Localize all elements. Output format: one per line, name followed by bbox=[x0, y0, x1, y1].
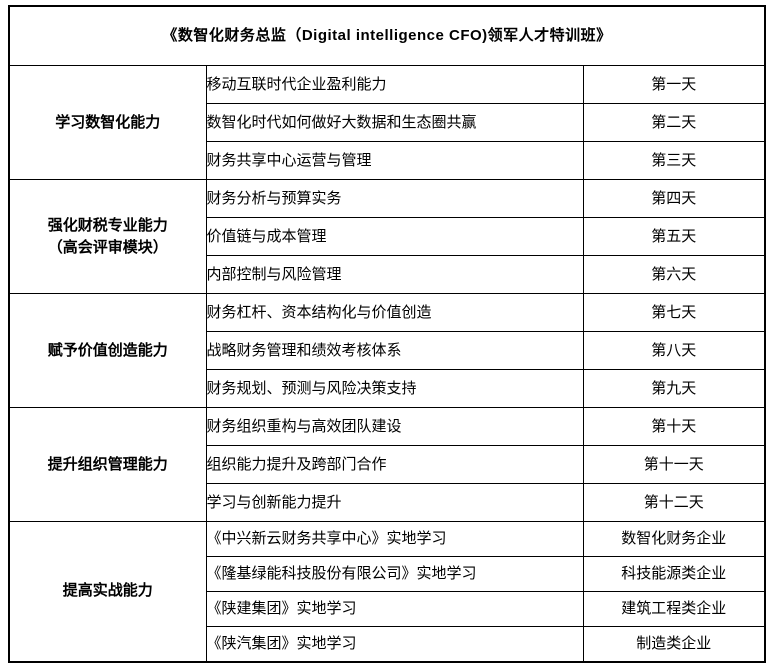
course-cell: 战略财务管理和绩效考核体系 bbox=[205, 331, 584, 370]
course-cell: 《隆基绿能科技股份有限公司》实地学习 bbox=[205, 556, 584, 592]
category-cell: 提升组织管理能力 bbox=[8, 407, 207, 522]
table-row: 内部控制与风险管理 第六天 bbox=[9, 255, 766, 294]
category-cell: 提高实战能力 bbox=[8, 521, 207, 662]
course-cell: 学习与创新能力提升 bbox=[205, 483, 584, 522]
day-cell: 第五天 bbox=[582, 217, 766, 256]
course-cell: 内部控制与风险管理 bbox=[205, 255, 584, 294]
table-row: 学习数智化能力 移动互联时代企业盈利能力 第一天 bbox=[8, 65, 766, 180]
table-row: 强化财税专业能力 （高会评审模块） 财务分析与预算实务 第四天 bbox=[8, 179, 766, 294]
day-cell: 第八天 bbox=[582, 331, 766, 370]
category-cell: 学习数智化能力 bbox=[8, 65, 207, 180]
table-row: 《隆基绿能科技股份有限公司》实地学习 科技能源类企业 bbox=[9, 556, 766, 592]
course-table: 《数智化财务总监（Digital intelligence CFO)领军人才特训… bbox=[8, 5, 766, 663]
day-cell: 第一天 bbox=[582, 65, 766, 104]
course-cell: 财务规划、预测与风险决策支持 bbox=[205, 369, 584, 408]
day-cell: 第四天 bbox=[582, 179, 766, 218]
day-cell: 建筑工程类企业 bbox=[582, 591, 766, 627]
page-title: 《数智化财务总监（Digital intelligence CFO)领军人才特训… bbox=[8, 5, 766, 66]
course-cell: 财务共享中心运营与管理 bbox=[205, 141, 584, 180]
day-cell: 科技能源类企业 bbox=[582, 556, 766, 592]
table-row: 《陕汽集团》实地学习 制造类企业 bbox=[9, 626, 766, 662]
course-cell: 价值链与成本管理 bbox=[205, 217, 584, 256]
day-cell: 第三天 bbox=[582, 141, 766, 180]
day-cell: 第十天 bbox=[582, 407, 766, 446]
category-cell: 强化财税专业能力 （高会评审模块） bbox=[8, 179, 207, 294]
course-cell: 《中兴新云财务共享中心》实地学习 bbox=[205, 521, 584, 557]
day-cell: 第十二天 bbox=[582, 483, 766, 522]
day-cell: 第二天 bbox=[582, 103, 766, 142]
course-cell: 财务组织重构与高效团队建设 bbox=[205, 407, 584, 446]
table-row: 组织能力提升及跨部门合作 第十一天 bbox=[9, 445, 766, 484]
course-cell: 财务分析与预算实务 bbox=[205, 179, 584, 218]
table-row: 学习与创新能力提升 第十二天 bbox=[9, 483, 766, 522]
table-row-title: 《数智化财务总监（Digital intelligence CFO)领军人才特训… bbox=[8, 5, 766, 66]
course-cell: 《陕建集团》实地学习 bbox=[205, 591, 584, 627]
table-row: 数智化时代如何做好大数据和生态圈共赢 第二天 bbox=[9, 103, 766, 142]
day-cell: 第六天 bbox=[582, 255, 766, 294]
category-cell: 赋予价值创造能力 bbox=[8, 293, 207, 408]
table-row: 提升组织管理能力 财务组织重构与高效团队建设 第十天 bbox=[8, 407, 766, 522]
course-cell: 数智化时代如何做好大数据和生态圈共赢 bbox=[205, 103, 584, 142]
table-row: 提高实战能力 《中兴新云财务共享中心》实地学习 数智化财务企业 bbox=[8, 521, 766, 662]
day-cell: 数智化财务企业 bbox=[582, 521, 766, 557]
table-row: 财务规划、预测与风险决策支持 第九天 bbox=[9, 369, 766, 408]
day-cell: 第十一天 bbox=[582, 445, 766, 484]
course-cell: 组织能力提升及跨部门合作 bbox=[205, 445, 584, 484]
course-cell: 《陕汽集团》实地学习 bbox=[205, 626, 584, 662]
table-row: 赋予价值创造能力 财务杠杆、资本结构化与价值创造 第七天 bbox=[8, 293, 766, 408]
day-cell: 制造类企业 bbox=[582, 626, 766, 662]
table-row: 战略财务管理和绩效考核体系 第八天 bbox=[9, 331, 766, 370]
course-cell: 移动互联时代企业盈利能力 bbox=[205, 65, 584, 104]
table-row: 财务共享中心运营与管理 第三天 bbox=[9, 141, 766, 180]
course-cell: 财务杠杆、资本结构化与价值创造 bbox=[205, 293, 584, 332]
table-row: 价值链与成本管理 第五天 bbox=[9, 217, 766, 256]
day-cell: 第七天 bbox=[582, 293, 766, 332]
day-cell: 第九天 bbox=[582, 369, 766, 408]
